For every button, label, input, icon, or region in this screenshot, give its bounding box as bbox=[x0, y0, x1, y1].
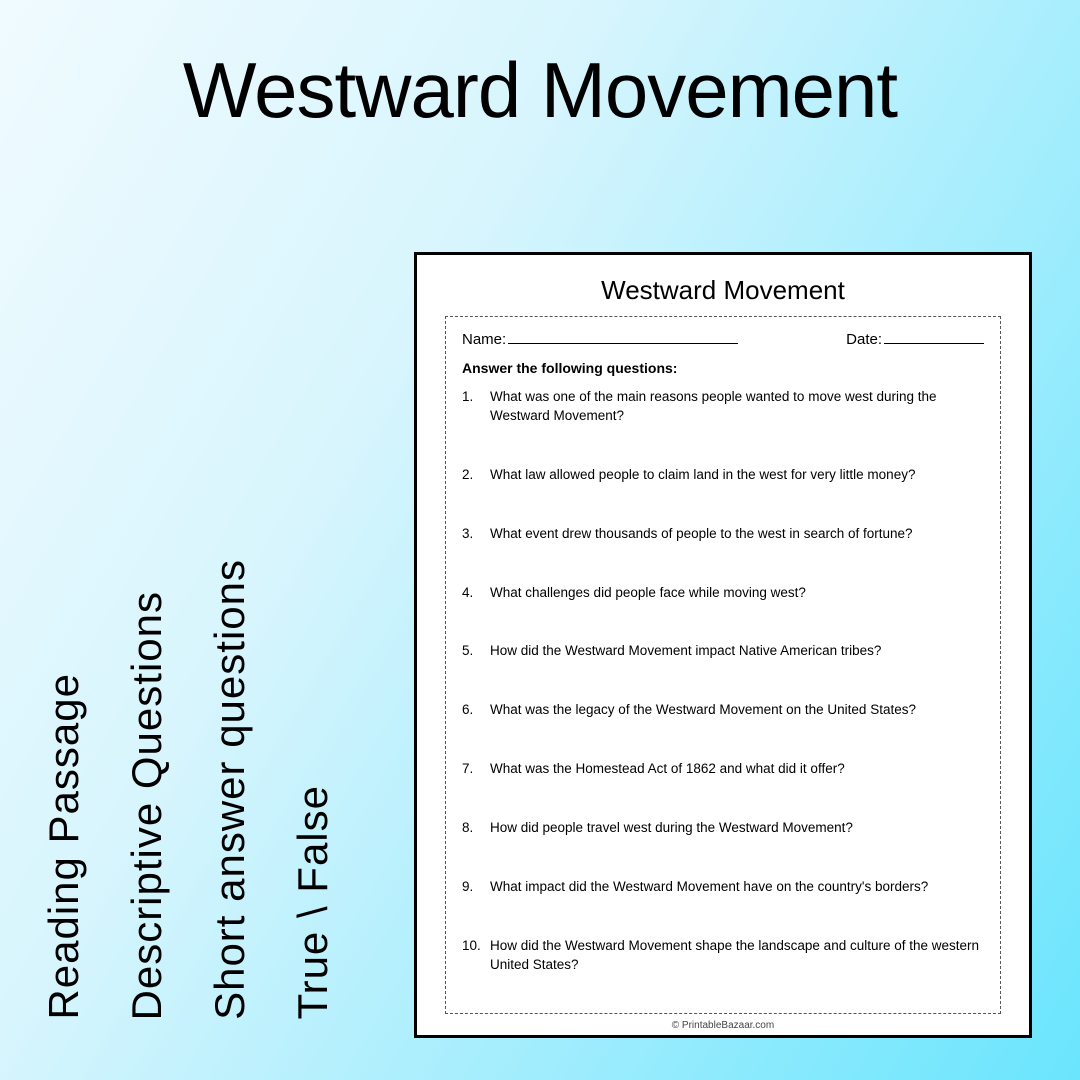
feature-item: Descriptive Questions bbox=[123, 591, 171, 1021]
name-label: Name: bbox=[462, 331, 506, 348]
question-item: 9.What impact did the Westward Movement … bbox=[462, 878, 984, 897]
worksheet-heading: Westward Movement bbox=[445, 275, 1001, 306]
form-header-row: Name: Date: bbox=[462, 331, 984, 348]
date-blank-line bbox=[884, 343, 984, 344]
question-item: 8.How did people travel west during the … bbox=[462, 819, 984, 838]
question-number: 6. bbox=[462, 701, 490, 720]
question-item: 5.How did the Westward Movement impact N… bbox=[462, 642, 984, 661]
question-text: How did people travel west during the We… bbox=[490, 819, 984, 838]
date-field: Date: bbox=[846, 331, 984, 348]
question-text: How did the Westward Movement impact Nat… bbox=[490, 642, 984, 661]
question-item: 6.What was the legacy of the Westward Mo… bbox=[462, 701, 984, 720]
feature-item: True \ False bbox=[289, 785, 337, 1020]
question-number: 10. bbox=[462, 937, 490, 975]
feature-item: Reading Passage bbox=[40, 673, 88, 1020]
question-text: What was the legacy of the Westward Move… bbox=[490, 701, 984, 720]
question-text: What impact did the Westward Movement ha… bbox=[490, 878, 984, 897]
question-text: What challenges did people face while mo… bbox=[490, 584, 984, 603]
question-number: 3. bbox=[462, 525, 490, 544]
question-item: 7.What was the Homestead Act of 1862 and… bbox=[462, 760, 984, 779]
question-list: 1.What was one of the main reasons peopl… bbox=[462, 388, 984, 975]
question-text: What event drew thousands of people to t… bbox=[490, 525, 984, 544]
question-item: 3.What event drew thousands of people to… bbox=[462, 525, 984, 544]
question-item: 1.What was one of the main reasons peopl… bbox=[462, 388, 984, 426]
question-number: 5. bbox=[462, 642, 490, 661]
feature-item: Short answer questions bbox=[206, 559, 254, 1020]
name-field: Name: bbox=[462, 331, 738, 348]
page-title: Westward Movement bbox=[0, 45, 1080, 136]
question-text: What was the Homestead Act of 1862 and w… bbox=[490, 760, 984, 779]
feature-list: Reading Passage Descriptive Questions Sh… bbox=[40, 260, 337, 1020]
question-number: 4. bbox=[462, 584, 490, 603]
worksheet-body: Name: Date: Answer the following questio… bbox=[445, 316, 1001, 1014]
question-text: What law allowed people to claim land in… bbox=[490, 466, 984, 485]
question-item: 10.How did the Westward Movement shape t… bbox=[462, 937, 984, 975]
name-blank-line bbox=[508, 343, 738, 344]
date-label: Date: bbox=[846, 331, 882, 348]
question-number: 7. bbox=[462, 760, 490, 779]
question-item: 2.What law allowed people to claim land … bbox=[462, 466, 984, 485]
question-text: How did the Westward Movement shape the … bbox=[490, 937, 984, 975]
question-number: 1. bbox=[462, 388, 490, 426]
instructions-text: Answer the following questions: bbox=[462, 360, 984, 376]
question-number: 2. bbox=[462, 466, 490, 485]
question-number: 8. bbox=[462, 819, 490, 838]
question-text: What was one of the main reasons people … bbox=[490, 388, 984, 426]
worksheet-preview: Westward Movement Name: Date: Answer the… bbox=[414, 252, 1032, 1038]
question-number: 9. bbox=[462, 878, 490, 897]
copyright-text: © PrintableBazaar.com bbox=[446, 1020, 1000, 1031]
question-item: 4.What challenges did people face while … bbox=[462, 584, 984, 603]
